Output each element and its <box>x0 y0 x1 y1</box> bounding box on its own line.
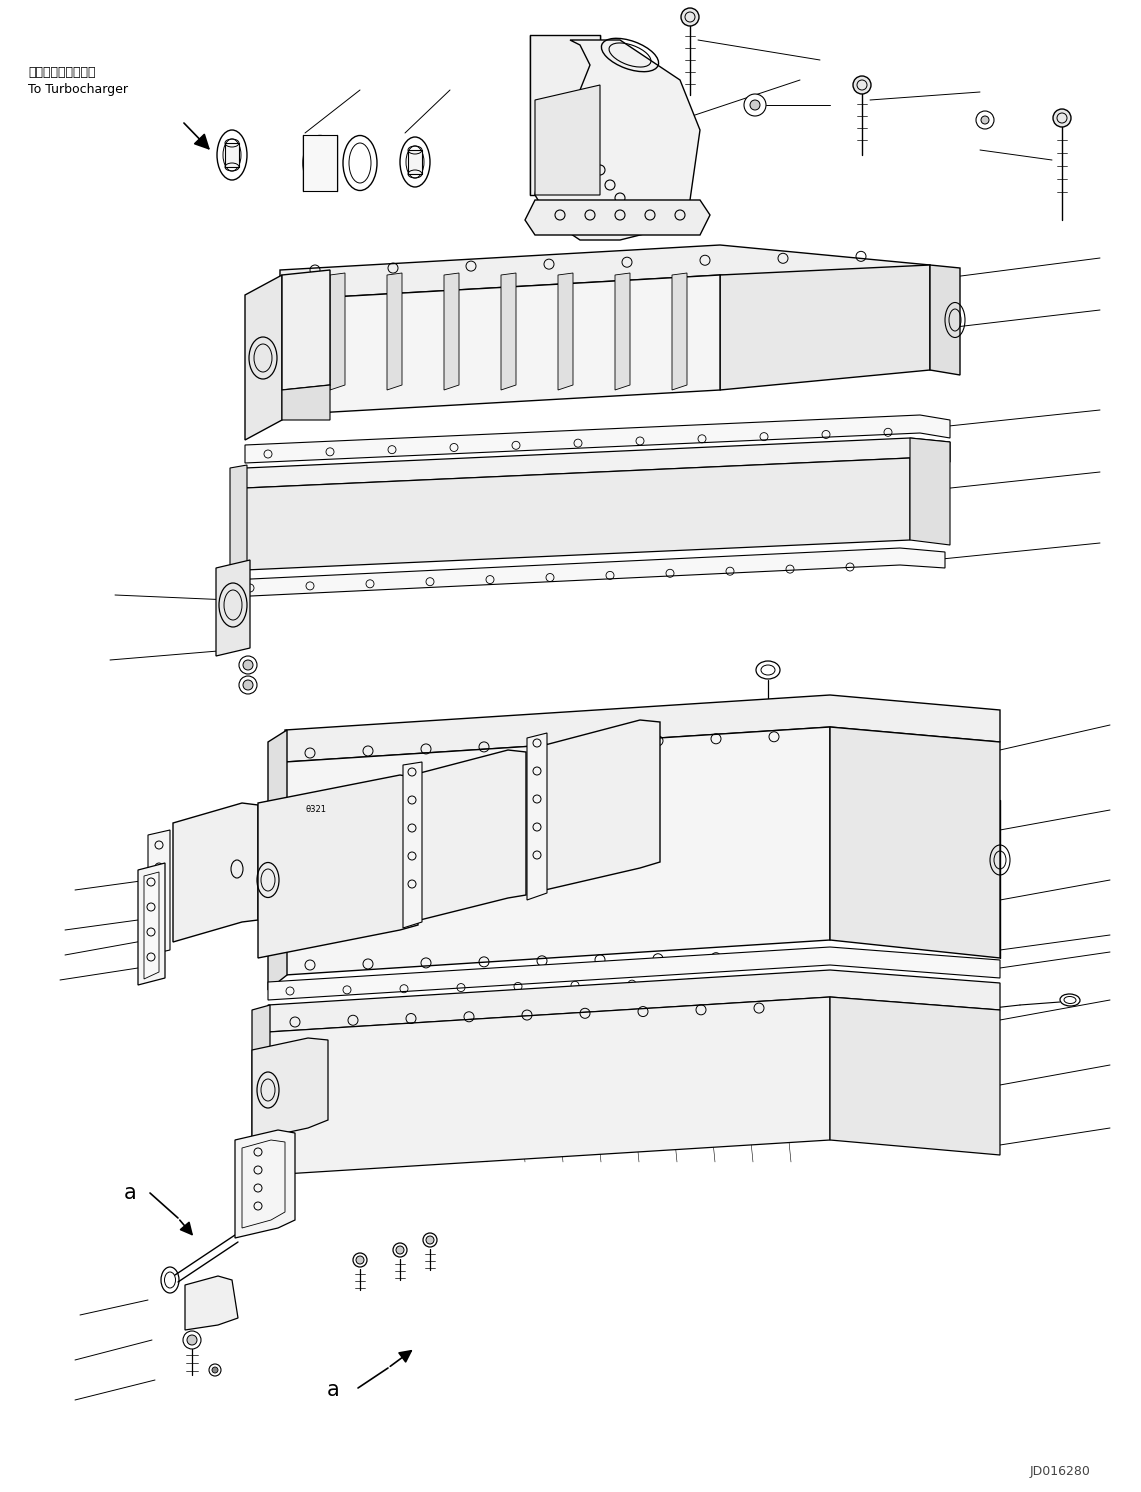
Polygon shape <box>285 727 830 974</box>
Polygon shape <box>268 970 1000 1032</box>
Polygon shape <box>245 415 950 463</box>
Circle shape <box>396 1246 404 1253</box>
Circle shape <box>183 1331 201 1349</box>
Circle shape <box>353 1253 367 1267</box>
Polygon shape <box>268 997 830 1176</box>
Polygon shape <box>408 151 422 175</box>
Polygon shape <box>138 862 165 985</box>
Polygon shape <box>420 750 526 921</box>
Polygon shape <box>911 439 950 545</box>
Circle shape <box>187 1335 197 1344</box>
Circle shape <box>356 1256 364 1264</box>
Circle shape <box>423 1232 437 1247</box>
Polygon shape <box>280 275 720 415</box>
Polygon shape <box>527 733 547 900</box>
Circle shape <box>212 1367 218 1373</box>
Polygon shape <box>720 266 930 389</box>
Polygon shape <box>268 730 288 991</box>
Polygon shape <box>501 273 516 389</box>
Polygon shape <box>285 695 1000 762</box>
Polygon shape <box>387 273 402 389</box>
Polygon shape <box>280 245 930 300</box>
Polygon shape <box>230 466 246 577</box>
Polygon shape <box>330 273 345 389</box>
Text: ターボチャージャへ: ターボチャージャへ <box>29 67 96 79</box>
Polygon shape <box>268 947 1000 1000</box>
Circle shape <box>243 659 253 670</box>
Polygon shape <box>230 548 945 597</box>
Polygon shape <box>531 34 600 195</box>
Polygon shape <box>185 1276 238 1329</box>
Polygon shape <box>225 143 238 167</box>
Circle shape <box>1053 109 1071 127</box>
Text: JD016280: JD016280 <box>1029 1465 1091 1479</box>
Polygon shape <box>216 560 250 656</box>
Circle shape <box>393 1243 407 1256</box>
Polygon shape <box>252 1006 270 1182</box>
Polygon shape <box>144 871 159 979</box>
Circle shape <box>426 1235 434 1244</box>
Polygon shape <box>235 1129 296 1238</box>
Polygon shape <box>258 774 418 958</box>
Polygon shape <box>525 200 710 236</box>
Polygon shape <box>535 40 699 240</box>
Circle shape <box>750 100 760 110</box>
Text: θ321: θ321 <box>306 806 327 815</box>
Polygon shape <box>615 273 630 389</box>
Polygon shape <box>545 721 659 891</box>
Polygon shape <box>558 273 573 389</box>
Polygon shape <box>672 273 687 389</box>
Polygon shape <box>444 273 459 389</box>
Polygon shape <box>403 762 422 928</box>
Polygon shape <box>830 997 1000 1155</box>
Circle shape <box>744 94 766 116</box>
Text: To Turbocharger: To Turbocharger <box>29 82 128 95</box>
Polygon shape <box>930 266 960 374</box>
Polygon shape <box>245 439 950 488</box>
Polygon shape <box>535 85 600 195</box>
Polygon shape <box>282 385 330 421</box>
Circle shape <box>243 680 253 689</box>
Polygon shape <box>148 830 170 955</box>
Circle shape <box>981 116 989 124</box>
Circle shape <box>853 76 871 94</box>
Polygon shape <box>245 458 911 570</box>
Polygon shape <box>173 803 258 941</box>
Polygon shape <box>245 275 282 440</box>
Polygon shape <box>282 270 330 389</box>
Text: a: a <box>123 1183 137 1203</box>
Text: a: a <box>326 1380 339 1399</box>
Polygon shape <box>252 1038 327 1140</box>
Circle shape <box>681 7 699 25</box>
Polygon shape <box>830 727 1000 958</box>
Polygon shape <box>304 134 337 191</box>
Circle shape <box>976 110 994 128</box>
